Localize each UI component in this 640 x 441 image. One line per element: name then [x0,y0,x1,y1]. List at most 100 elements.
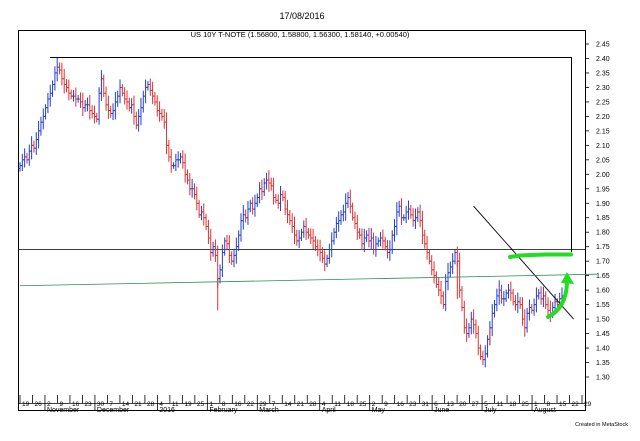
downtrend-line [473,205,574,320]
price-bar [469,311,473,335]
x-tick-label: 14 [284,401,292,408]
price-bar [109,105,113,118]
price-bar [34,132,38,155]
price-bar [118,79,122,104]
price-bar [446,262,450,291]
price-bar [306,228,310,239]
price-bar [383,236,387,251]
price-bar [144,79,148,104]
price-bar [397,200,401,217]
price-bar [83,100,87,112]
y-tick-label: 1.80 [596,230,610,237]
price-bar [232,248,236,268]
x-tick-label: 2 [372,401,376,408]
y-tick-label: 2.30 [596,85,610,92]
y-tick-label: 2.15 [596,128,610,135]
price-bar [55,57,59,82]
price-bar [448,261,452,278]
x-tick-label: 18 [509,401,517,408]
price-bar [25,152,29,164]
price-bar [327,243,331,264]
price-bar [218,264,222,284]
price-bar [523,309,527,337]
price-bar [225,234,229,250]
x-tick-label: 4 [159,401,163,408]
price-bar [441,291,445,309]
price-bar [493,299,497,318]
price-bar [362,228,366,253]
month-label: August [534,407,556,414]
price-bar [192,183,196,200]
price-bar [548,300,552,323]
price-bar [204,213,208,231]
x-tick-label: 11 [172,401,179,408]
price-bar [181,150,185,169]
x-tick-label: 22 [247,401,255,408]
price-bar [44,104,48,120]
price-bar [269,177,273,191]
price-bar [334,216,338,239]
price-bar [313,236,317,251]
price-bar [158,101,162,122]
credit-text: Created in MetaStock [575,422,628,428]
price-bar [295,229,299,246]
price-bar [148,78,152,96]
y-tick-label: 1.50 [596,317,610,324]
price-bar [506,284,510,299]
price-bar [413,208,417,229]
price-bar [202,203,206,226]
price-bar [311,228,315,250]
price-bar [462,300,466,334]
y-tick-label: 2.20 [596,114,610,121]
price-bar [81,92,85,116]
price-bar [376,237,380,247]
price-bar [390,230,394,254]
y-tick-label: 1.60 [596,288,610,295]
price-bar [230,251,234,265]
price-bar [283,190,287,216]
price-bar [130,98,134,114]
price-bar [32,140,36,153]
x-tick-label: 7 [272,401,276,408]
price-bar [381,229,385,249]
price-bar [258,182,262,204]
x-tick-label: 14 [122,401,130,408]
x-tick-label: 6 [434,401,438,408]
y-tick-label: 1.65 [596,273,610,280]
x-tick-label: 29 [259,401,267,408]
x-tick-label: 27 [472,401,480,408]
price-bar [388,240,392,261]
price-bar [379,231,383,247]
price-bar [279,186,283,211]
y-tick-label: 2.40 [596,56,610,63]
price-bar [406,200,410,220]
x-tick-label: 4 [322,401,326,408]
green-up-arrow-head [561,272,574,284]
month-label: May [372,407,386,414]
price-bar [418,204,422,228]
x-tick-label: 28 [309,401,317,408]
y-tick-label: 1.35 [596,360,610,367]
price-bar [297,230,301,249]
price-bar [332,228,336,245]
price-bar [67,79,71,101]
price-bar [518,296,522,309]
price-bar [404,205,408,224]
x-tick-label: 16 [397,401,405,408]
price-bar [318,239,322,262]
price-bar [444,274,448,312]
price-bar [479,344,483,360]
price-bar [62,68,66,94]
price-bar [120,83,124,97]
x-tick-label: 8 [222,401,226,408]
x-tick-label: 5 [484,401,488,408]
price-bar [474,319,478,339]
price-bar [423,229,427,249]
price-bar [427,249,431,265]
price-bar [162,109,166,129]
price-bar [416,207,420,223]
month-label: November [47,407,80,414]
price-bar [451,253,455,275]
price-bar [58,62,62,75]
price-bar [260,179,264,200]
